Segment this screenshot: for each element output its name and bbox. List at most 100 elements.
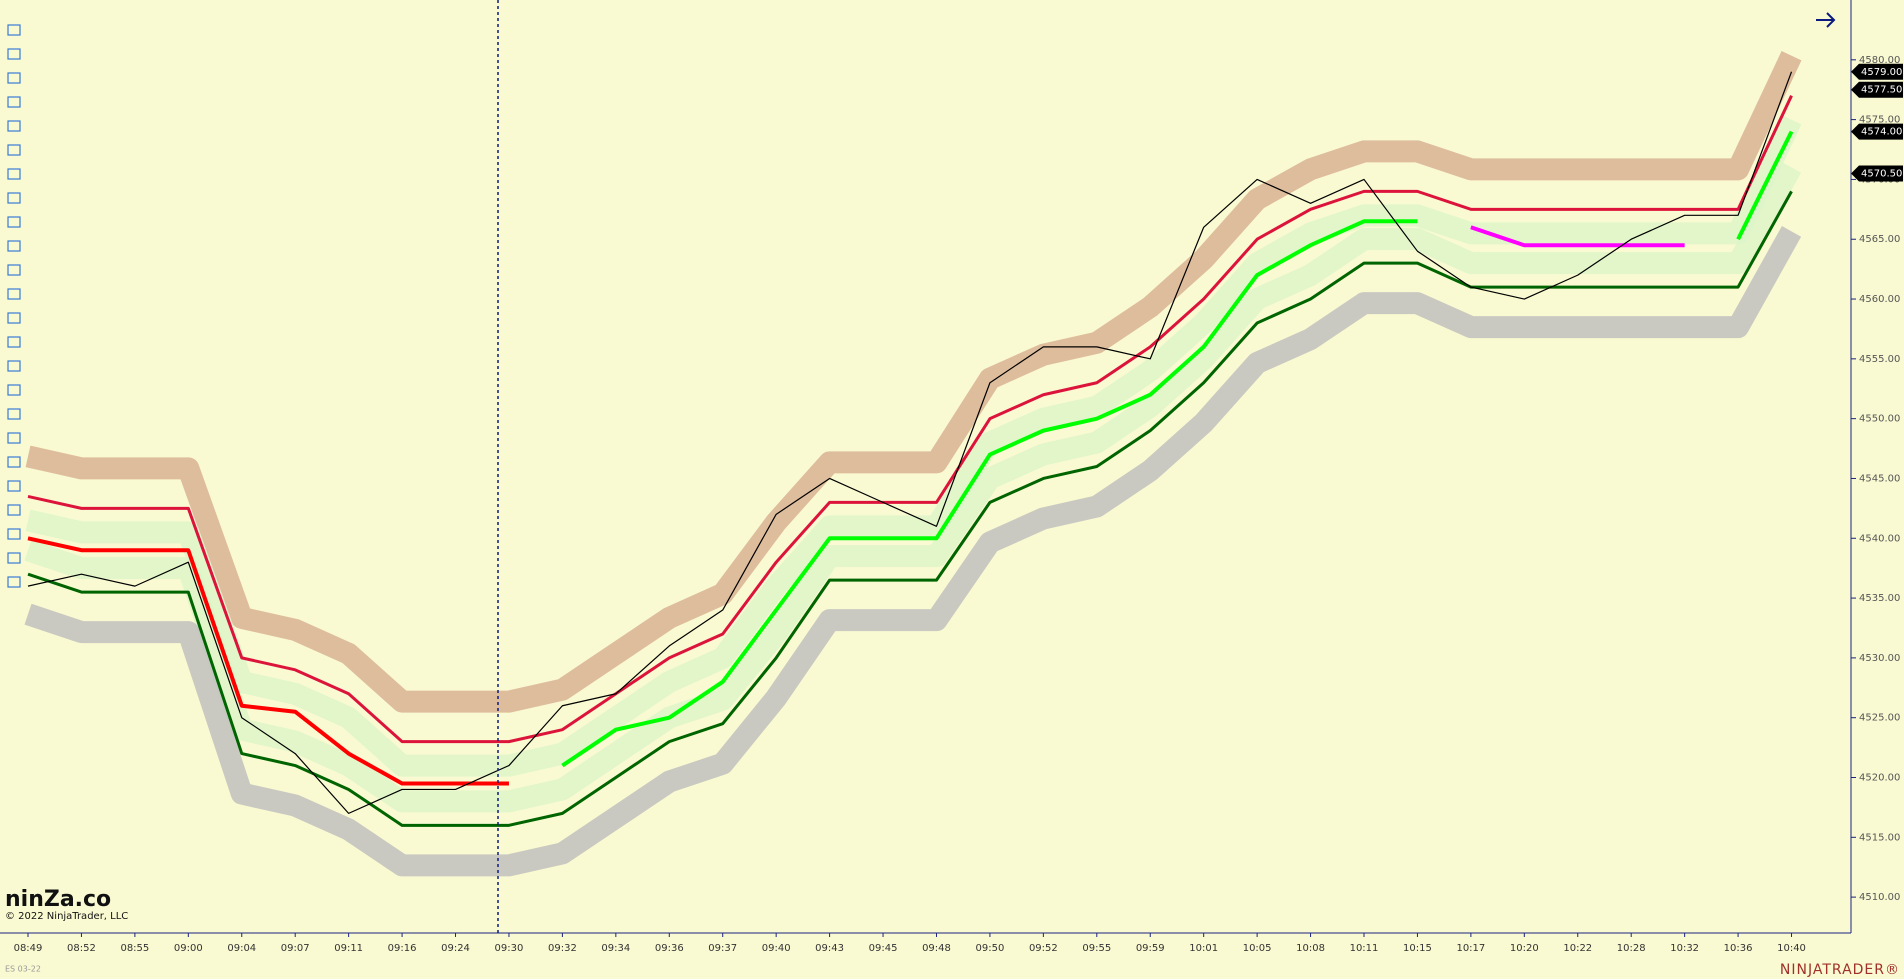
series-line [1736,130,1794,241]
y-tick-label: 4565.00 [1859,234,1900,245]
price-marker-label: 4574.00 [1861,127,1902,138]
toolbar-icon[interactable] [7,528,21,540]
band [25,51,1802,713]
price-marker-label: 4577.50 [1861,85,1902,96]
x-tick-label: 10:05 [1243,943,1272,954]
toolbar-icon[interactable] [7,432,21,444]
x-tick-label: 08:55 [120,943,149,954]
x-tick-label: 09:04 [227,943,256,954]
x-tick-label: 09:37 [708,943,737,954]
x-tick-label: 09:11 [334,943,363,954]
x-tick-label: 10:08 [1296,943,1325,954]
x-tick-label: 10:28 [1617,943,1646,954]
x-tick-label: 09:24 [441,943,470,954]
series-line [27,95,1793,744]
x-tick-label: 10:20 [1510,943,1539,954]
series-line [27,536,509,786]
x-tick-label: 09:55 [1082,943,1111,954]
logo: NINJATRADER® [1780,962,1900,978]
toolbar-icon[interactable] [7,48,21,60]
x-tick-label: 09:45 [869,943,898,954]
series-line [561,219,1418,768]
toolbar-icon[interactable] [7,144,21,156]
plot: 4510.00 4515.00 4520.00 4525.00 4530.00 4535.… [14,51,1903,954]
series-line [27,190,1793,827]
y-tick-label: 4550.00 [1859,414,1900,425]
x-tick-label: 10:32 [1670,943,1699,954]
x-tick-label: 09:34 [601,943,630,954]
decorations [7,24,21,588]
y-tick-label: 4555.00 [1859,354,1900,365]
price-marker [1851,165,1903,182]
series-line [27,71,1793,814]
scroll-arrow[interactable] [1816,12,1836,28]
price-marker-label: 4570.50 [1861,168,1902,179]
x-tick-label: 10:15 [1403,943,1432,954]
x-tick-label: 09:59 [1136,943,1165,954]
x-tick-label: 09:43 [815,943,844,954]
brand: ninZa.co [5,887,111,912]
y-tick-label: 4515.00 [1859,832,1900,843]
price-marker [1851,63,1903,80]
price-marker [1851,123,1903,140]
x-tick-label: 10:17 [1456,943,1485,954]
toolbar-icon[interactable] [7,576,21,588]
instrument: ES 03-22 [5,965,41,974]
toolbar-icon[interactable] [7,192,21,204]
toolbar-icon[interactable] [7,72,21,84]
toolbar-icon[interactable] [7,120,21,132]
toolbar-icon[interactable] [7,552,21,564]
y-tick-label: 4580.00 [1859,55,1900,66]
x-tick-label: 08:49 [14,943,43,954]
toolbar-icon[interactable] [7,312,21,324]
x-tick-label: 09:32 [548,943,577,954]
price-marker [1851,81,1903,98]
x-tick-label: 09:00 [174,943,203,954]
x-tick-label: 09:52 [1029,943,1058,954]
toolbar-icon[interactable] [7,288,21,300]
y-tick-label: 4560.00 [1859,294,1900,305]
toolbar-icon[interactable] [7,336,21,348]
price-marker-label: 4579.00 [1861,67,1902,78]
band [24,162,1802,813]
band [25,115,1802,777]
toolbar-icon[interactable] [7,96,21,108]
toolbar-icon[interactable] [7,456,21,468]
y-tick-label: 4520.00 [1859,773,1900,784]
band [24,226,1802,877]
toolbar-icon[interactable] [7,240,21,252]
toolbar-icon[interactable] [7,24,21,36]
toolbar-icon[interactable] [7,168,21,180]
y-tick-label: 4575.00 [1859,115,1900,126]
y-tick-label: 4525.00 [1859,713,1900,724]
x-tick-label: 10:40 [1777,943,1806,954]
toolbar-icon[interactable] [7,384,21,396]
toolbar-icon[interactable] [7,360,21,372]
y-tick-label: 4535.00 [1859,593,1900,604]
y-tick-label: 4530.00 [1859,653,1900,664]
y-tick-label: 4540.00 [1859,533,1900,544]
x-tick-label: 09:36 [655,943,684,954]
y-tick-label: 4510.00 [1859,892,1900,903]
x-tick-label: 09:07 [281,943,310,954]
y-tick-label: 4545.00 [1859,473,1900,484]
x-tick-label: 09:16 [388,943,417,954]
copyright: © 2022 NinjaTrader, LLC [5,911,128,922]
x-tick-label: 10:36 [1724,943,1753,954]
x-tick-label: 09:40 [762,943,791,954]
x-tick-label: 08:52 [67,943,96,954]
x-tick-label: 09:50 [976,943,1005,954]
toolbar-icon[interactable] [7,480,21,492]
toolbar-icon[interactable] [7,216,21,228]
toolbar-icon[interactable] [7,408,21,420]
x-tick-label: 09:48 [922,943,951,954]
toolbar-icon[interactable] [7,264,21,276]
x-tick-label: 10:01 [1189,943,1218,954]
toolbar-icon[interactable] [7,504,21,516]
series-line [1470,225,1685,248]
x-tick-label: 10:11 [1350,943,1379,954]
x-tick-label: 09:30 [495,943,524,954]
x-tick-label: 10:22 [1563,943,1592,954]
